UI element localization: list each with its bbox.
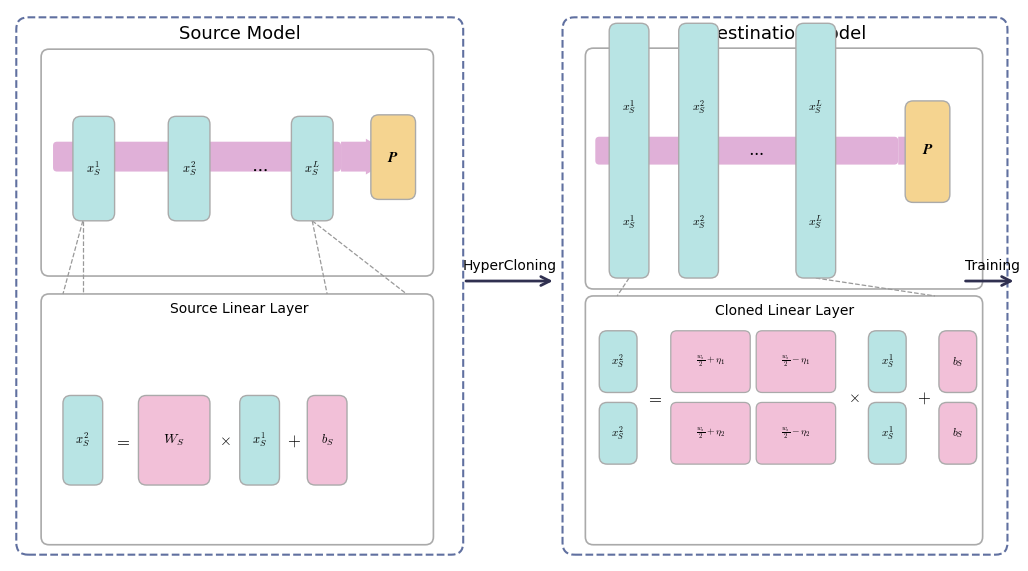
FancyBboxPatch shape [169, 116, 210, 221]
FancyBboxPatch shape [53, 142, 341, 171]
Text: Source Linear Layer: Source Linear Layer [171, 302, 309, 316]
FancyBboxPatch shape [671, 331, 750, 392]
Text: Source Model: Source Model [179, 25, 300, 43]
Text: Cloned Linear Layer: Cloned Linear Layer [715, 304, 854, 318]
FancyBboxPatch shape [73, 116, 114, 221]
Text: $\cdots$: $\cdots$ [748, 142, 764, 160]
FancyBboxPatch shape [599, 331, 637, 392]
Text: HyperCloning: HyperCloning [463, 259, 557, 273]
FancyBboxPatch shape [16, 17, 464, 554]
Text: $x_S^2$: $x_S^2$ [692, 213, 705, 231]
FancyBboxPatch shape [939, 331, 977, 392]
Text: $x_S^2$: $x_S^2$ [612, 424, 625, 442]
FancyBboxPatch shape [562, 17, 1007, 554]
FancyBboxPatch shape [63, 396, 103, 485]
Text: $x_S^1$: $x_S^1$ [881, 353, 894, 371]
Text: $+$: $+$ [288, 431, 301, 449]
Text: $b_S$: $b_S$ [952, 427, 963, 440]
Text: $W_S$: $W_S$ [163, 433, 185, 448]
Text: $\frac{w_s}{2}-\eta_2$: $\frac{w_s}{2}-\eta_2$ [781, 425, 811, 441]
FancyBboxPatch shape [371, 115, 415, 199]
Text: $x_S^1$: $x_S^1$ [622, 98, 636, 116]
FancyBboxPatch shape [599, 403, 637, 464]
Text: $+$: $+$ [917, 388, 931, 407]
Text: $\cdots$: $\cdots$ [251, 159, 268, 178]
Text: $x_S^1$: $x_S^1$ [252, 431, 267, 449]
Text: $x_S^L$: $x_S^L$ [808, 98, 823, 116]
Text: Training: Training [965, 259, 1020, 273]
FancyBboxPatch shape [139, 396, 210, 485]
FancyBboxPatch shape [678, 23, 719, 278]
Text: $x_S^L$: $x_S^L$ [808, 213, 823, 231]
FancyBboxPatch shape [671, 403, 750, 464]
Text: $x_S^2$: $x_S^2$ [692, 98, 705, 116]
FancyBboxPatch shape [906, 101, 950, 202]
FancyBboxPatch shape [41, 294, 434, 545]
Text: $=$: $=$ [647, 388, 663, 407]
Text: $b_S$: $b_S$ [321, 433, 334, 448]
FancyBboxPatch shape [585, 296, 983, 545]
Text: Destination Model: Destination Model [703, 25, 867, 43]
FancyBboxPatch shape [291, 116, 333, 221]
FancyBboxPatch shape [307, 396, 347, 485]
Text: $\times$: $\times$ [848, 390, 859, 405]
Text: $x_S^2$: $x_S^2$ [182, 159, 196, 178]
FancyBboxPatch shape [757, 331, 836, 392]
FancyBboxPatch shape [610, 23, 649, 278]
Text: $x_S^1$: $x_S^1$ [622, 213, 636, 231]
Text: $\times$: $\times$ [219, 433, 230, 448]
Text: $x_S^2$: $x_S^2$ [75, 431, 90, 449]
FancyBboxPatch shape [41, 49, 434, 276]
Text: $x_S^L$: $x_S^L$ [304, 159, 320, 178]
FancyBboxPatch shape [869, 331, 906, 392]
Text: $\boldsymbol{P}$: $\boldsymbol{P}$ [388, 150, 399, 165]
FancyBboxPatch shape [757, 403, 836, 464]
Text: $\frac{w_s}{2}+\eta_2$: $\frac{w_s}{2}+\eta_2$ [696, 425, 726, 441]
FancyBboxPatch shape [595, 136, 898, 164]
Text: $x_S^1$: $x_S^1$ [86, 159, 101, 178]
FancyBboxPatch shape [240, 396, 280, 485]
Text: $\boldsymbol{P}$: $\boldsymbol{P}$ [922, 142, 933, 157]
Text: $=$: $=$ [114, 431, 131, 449]
FancyBboxPatch shape [869, 403, 906, 464]
FancyBboxPatch shape [585, 48, 983, 289]
Text: $\frac{w_s}{2}+\eta_1$: $\frac{w_s}{2}+\eta_1$ [696, 354, 725, 369]
Text: $x_S^2$: $x_S^2$ [612, 353, 625, 371]
Text: $\frac{w_s}{2}-\eta_1$: $\frac{w_s}{2}-\eta_1$ [781, 354, 811, 369]
Text: $x_S^1$: $x_S^1$ [881, 424, 894, 442]
FancyBboxPatch shape [939, 403, 977, 464]
FancyArrow shape [341, 139, 396, 175]
Text: $b_S$: $b_S$ [952, 355, 963, 368]
FancyArrow shape [898, 134, 948, 167]
FancyBboxPatch shape [796, 23, 836, 278]
